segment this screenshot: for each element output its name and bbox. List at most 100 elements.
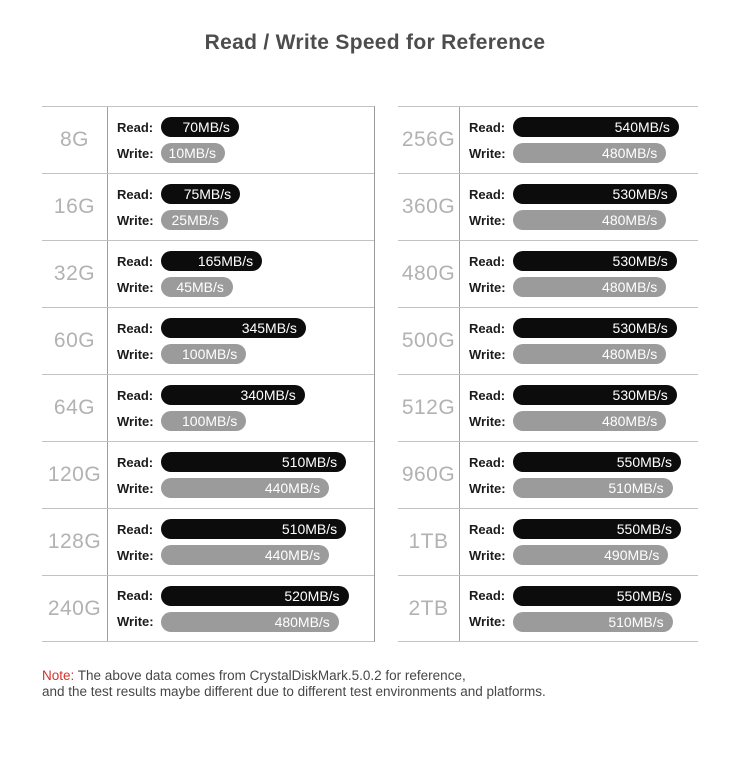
- write-bar: 480MB/s: [513, 344, 667, 364]
- read-line: Read: 550MB/s: [469, 585, 688, 606]
- read-line: Read: 520MB/s: [117, 585, 364, 606]
- write-label: Write:: [117, 547, 154, 563]
- read-bar: 165MB/s: [161, 251, 263, 271]
- read-line: Read: 530MB/s: [469, 385, 688, 405]
- speed-table-right: 256G Read: 540MB/s Write: 480MB/s 360G R…: [398, 106, 698, 642]
- read-label: Read:: [117, 320, 154, 336]
- write-bar-track: 480MB/s: [513, 210, 688, 230]
- table-row: 120G Read: 510MB/s Write: 440MB/s: [42, 441, 374, 508]
- read-bar: 75MB/s: [161, 184, 241, 204]
- read-line: Read: 550MB/s: [469, 519, 688, 539]
- read-bar: 340MB/s: [161, 385, 305, 405]
- write-bar-track: 480MB/s: [513, 277, 688, 297]
- read-bar: 530MB/s: [513, 385, 677, 405]
- write-bar: 480MB/s: [513, 277, 667, 297]
- write-line: Write: 510MB/s: [469, 611, 688, 632]
- write-line: Write: 490MB/s: [469, 545, 688, 565]
- read-line: Read: 340MB/s: [117, 385, 364, 405]
- read-bar-track: 520MB/s: [161, 585, 364, 606]
- bars-cell: Read: 70MB/s Write: 10MB/s: [108, 107, 374, 173]
- read-label: Read:: [469, 253, 506, 269]
- write-bar-track: 100MB/s: [161, 411, 364, 431]
- write-bar-track: 45MB/s: [161, 277, 364, 297]
- capacity-label: 256G: [398, 107, 460, 173]
- write-label: Write:: [117, 279, 154, 295]
- write-bar: 480MB/s: [513, 143, 667, 163]
- table-row: 16G Read: 75MB/s Write: 25MB/s: [42, 173, 374, 240]
- read-bar: 550MB/s: [513, 585, 681, 606]
- read-bar: 550MB/s: [513, 452, 681, 472]
- write-bar-track: 480MB/s: [513, 344, 688, 364]
- read-label: Read:: [469, 186, 506, 202]
- read-bar-track: 540MB/s: [513, 117, 688, 137]
- table-row: 500G Read: 530MB/s Write: 480MB/s: [398, 307, 698, 374]
- read-bar-track: 165MB/s: [161, 251, 364, 271]
- table-row: 1TB Read: 550MB/s Write: 490MB/s: [398, 508, 698, 575]
- write-label: Write:: [469, 145, 506, 161]
- read-bar-track: 530MB/s: [513, 385, 688, 405]
- write-bar: 100MB/s: [161, 344, 247, 364]
- capacity-label: 240G: [42, 576, 108, 641]
- read-line: Read: 165MB/s: [117, 251, 364, 271]
- bars-cell: Read: 540MB/s Write: 480MB/s: [460, 107, 698, 173]
- write-bar: 10MB/s: [161, 143, 225, 163]
- bars-cell: Read: 510MB/s Write: 440MB/s: [108, 509, 374, 575]
- write-bar: 480MB/s: [161, 611, 339, 632]
- read-line: Read: 510MB/s: [117, 519, 364, 539]
- write-line: Write: 25MB/s: [117, 210, 364, 230]
- capacity-label: 480G: [398, 241, 460, 307]
- table-row: 256G Read: 540MB/s Write: 480MB/s: [398, 106, 698, 173]
- capacity-label: 360G: [398, 174, 460, 240]
- speed-tables: 8G Read: 70MB/s Write: 10MB/s 16G Read:: [42, 106, 698, 642]
- bars-cell: Read: 520MB/s Write: 480MB/s: [108, 576, 374, 641]
- write-bar: 440MB/s: [161, 545, 330, 565]
- read-label: Read:: [117, 253, 154, 269]
- write-bar-track: 440MB/s: [161, 478, 364, 498]
- write-label: Write:: [469, 614, 506, 629]
- read-bar: 530MB/s: [513, 251, 677, 271]
- write-label: Write:: [117, 413, 154, 429]
- read-label: Read:: [469, 588, 506, 603]
- write-line: Write: 480MB/s: [117, 611, 364, 632]
- speed-table-left: 8G Read: 70MB/s Write: 10MB/s 16G Read:: [42, 106, 375, 642]
- write-bar-track: 510MB/s: [513, 478, 688, 498]
- table-row: 8G Read: 70MB/s Write: 10MB/s: [42, 106, 374, 173]
- write-bar: 440MB/s: [161, 478, 330, 498]
- bars-cell: Read: 550MB/s Write: 490MB/s: [460, 509, 698, 575]
- note-prefix: Note:: [42, 668, 75, 683]
- read-bar: 510MB/s: [161, 519, 347, 539]
- write-bar: 490MB/s: [513, 545, 669, 565]
- read-bar-track: 70MB/s: [161, 117, 364, 137]
- table-row: 480G Read: 530MB/s Write: 480MB/s: [398, 240, 698, 307]
- table-row: 60G Read: 345MB/s Write: 100MB/s: [42, 307, 374, 374]
- write-line: Write: 480MB/s: [469, 143, 688, 163]
- bars-cell: Read: 530MB/s Write: 480MB/s: [460, 241, 698, 307]
- write-line: Write: 480MB/s: [469, 277, 688, 297]
- write-line: Write: 440MB/s: [117, 545, 364, 565]
- read-bar: 345MB/s: [161, 318, 306, 338]
- write-bar: 45MB/s: [161, 277, 233, 297]
- write-bar-track: 490MB/s: [513, 545, 688, 565]
- table-row: 512G Read: 530MB/s Write: 480MB/s: [398, 374, 698, 441]
- write-bar: 510MB/s: [513, 478, 673, 498]
- bars-cell: Read: 340MB/s Write: 100MB/s: [108, 375, 374, 441]
- write-label: Write:: [469, 547, 506, 563]
- write-line: Write: 45MB/s: [117, 277, 364, 297]
- read-line: Read: 550MB/s: [469, 452, 688, 472]
- read-label: Read:: [469, 387, 506, 403]
- read-bar: 520MB/s: [161, 585, 349, 606]
- write-line: Write: 10MB/s: [117, 143, 364, 163]
- write-label: Write:: [469, 480, 506, 496]
- write-bar-track: 480MB/s: [513, 143, 688, 163]
- read-label: Read:: [469, 320, 506, 336]
- write-label: Write:: [469, 346, 506, 362]
- write-bar: 100MB/s: [161, 411, 247, 431]
- footnote-line-1: Note: The above data comes from CrystalD…: [42, 668, 546, 684]
- table-row: 2TB Read: 550MB/s Write: 510MB/s: [398, 575, 698, 642]
- capacity-label: 960G: [398, 442, 460, 508]
- write-bar-track: 510MB/s: [513, 611, 688, 632]
- capacity-label: 60G: [42, 308, 108, 374]
- capacity-label: 64G: [42, 375, 108, 441]
- write-label: Write:: [469, 413, 506, 429]
- read-label: Read:: [469, 454, 506, 470]
